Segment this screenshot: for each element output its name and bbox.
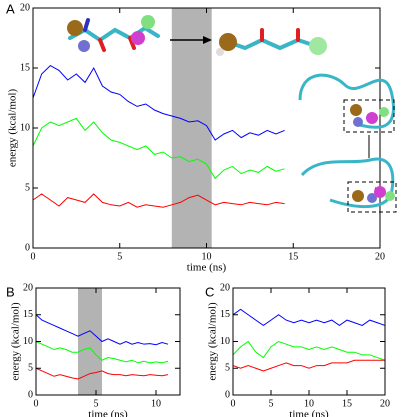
- y-axis-label: energy (kcal/mol): [7, 89, 19, 168]
- shaded-region: [78, 288, 102, 395]
- energy-line: [232, 359, 385, 372]
- y-tick-label: 15: [23, 309, 33, 320]
- molecule-left: [67, 15, 160, 52]
- y-tick-label: 20: [23, 282, 33, 293]
- y-tick-label: 20: [20, 2, 30, 13]
- x-tick-label: 20: [380, 398, 390, 409]
- panel: 0 5 10 15 20 0 5 10 15 20 time (ns) energy (kcal/mo…: [205, 282, 390, 417]
- x-tick-label: 20: [375, 251, 385, 262]
- shaded-region: [171, 8, 212, 248]
- energy-line: [35, 341, 169, 364]
- x-axis-label: time (ns): [187, 262, 227, 274]
- y-tick-label: 0: [225, 389, 230, 400]
- energy-line: [32, 117, 285, 180]
- y-tick-label: 10: [23, 336, 33, 347]
- x-tick-label: 15: [342, 398, 352, 409]
- energy-line: [232, 340, 386, 361]
- y-tick-label: 15: [220, 309, 230, 320]
- x-tick-label: 10: [304, 398, 314, 409]
- plot-frame: [232, 287, 386, 396]
- panel: 0 5 10 15 20 0 5 10 15 20 time (ns) energy (kcal/mo…: [6, 1, 385, 273]
- y-tick-label: 10: [20, 122, 30, 133]
- y-tick-label: 5: [25, 182, 30, 193]
- panel-letter: B: [6, 284, 15, 299]
- energy-line: [232, 308, 386, 327]
- y-tick-label: 0: [28, 389, 33, 400]
- y-tick-label: 5: [225, 363, 230, 374]
- y-tick-label: 5: [28, 363, 33, 374]
- x-tick-label: 0: [31, 251, 36, 262]
- energy-line: [35, 367, 169, 380]
- panel: 0 5 10 0 5 10 15 20 time (ns) energy (kcal/mol) B: [6, 282, 181, 417]
- x-tick-label: 5: [269, 398, 274, 409]
- molecule-illustrations: [67, 15, 397, 213]
- y-tick-label: 20: [220, 282, 230, 293]
- panel-letter: C: [205, 284, 214, 299]
- energy-line: [32, 64, 285, 141]
- x-tick-label: 10: [202, 251, 212, 262]
- y-tick-label: 15: [20, 62, 30, 73]
- molecule-right: [216, 28, 327, 56]
- plot-frame: [35, 287, 181, 396]
- x-tick-label: 5: [117, 251, 122, 262]
- x-axis-label: time (ns): [88, 409, 128, 417]
- peptide-loops: [298, 73, 397, 213]
- energy-line: [35, 314, 169, 346]
- panel-letter: A: [6, 1, 15, 16]
- x-axis-label: time (ns): [289, 409, 329, 417]
- y-axis-label: energy (kcal/mol): [207, 302, 219, 381]
- arrow-head: [203, 36, 212, 44]
- energy-line: [32, 193, 285, 208]
- y-axis-label: energy (kcal/mol): [10, 302, 22, 381]
- x-tick-label: 10: [151, 398, 161, 409]
- x-tick-label: 5: [94, 398, 99, 409]
- x-tick-label: 0: [34, 398, 39, 409]
- x-tick-label: 15: [288, 251, 298, 262]
- x-tick-label: 0: [231, 398, 236, 409]
- y-tick-label: 0: [25, 242, 30, 253]
- y-tick-label: 10: [220, 336, 230, 347]
